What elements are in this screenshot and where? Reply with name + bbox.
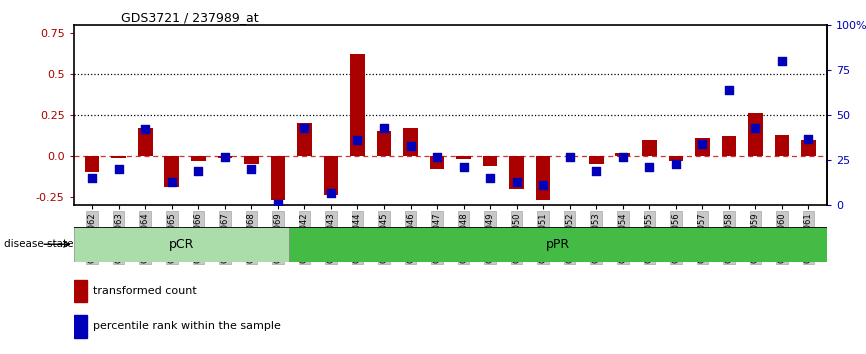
Point xyxy=(404,143,417,149)
Point xyxy=(483,176,497,181)
Bar xyxy=(217,156,232,158)
Bar xyxy=(801,140,816,156)
Bar xyxy=(430,156,444,169)
Bar xyxy=(74,280,87,302)
Bar xyxy=(112,156,126,158)
Bar xyxy=(165,156,179,187)
Point xyxy=(669,161,682,167)
Bar xyxy=(85,156,100,172)
Bar xyxy=(74,227,289,262)
Bar xyxy=(695,138,709,156)
Text: transformed count: transformed count xyxy=(94,286,197,296)
Point xyxy=(244,166,258,172)
Bar xyxy=(616,153,630,156)
Point xyxy=(563,154,577,159)
Point xyxy=(351,137,365,143)
Point xyxy=(695,141,709,147)
Point xyxy=(643,165,656,170)
Bar xyxy=(456,156,471,159)
Point xyxy=(112,166,126,172)
Text: percentile rank within the sample: percentile rank within the sample xyxy=(94,321,281,331)
Point xyxy=(139,127,152,132)
Point xyxy=(377,125,391,131)
Bar xyxy=(483,156,497,166)
Bar xyxy=(404,128,417,156)
Point xyxy=(748,125,762,131)
Text: GDS3721 / 237989_at: GDS3721 / 237989_at xyxy=(121,11,259,24)
Bar xyxy=(138,128,152,156)
Point xyxy=(616,154,630,159)
Point xyxy=(536,183,550,188)
Point xyxy=(722,87,736,93)
Bar xyxy=(721,136,736,156)
Bar xyxy=(350,54,365,156)
Bar xyxy=(377,131,391,156)
Text: pPR: pPR xyxy=(546,238,570,251)
Bar xyxy=(589,156,604,164)
Bar xyxy=(270,156,285,200)
Point xyxy=(218,154,232,159)
Bar xyxy=(669,156,683,161)
Bar xyxy=(536,156,551,200)
Text: pCR: pCR xyxy=(169,238,194,251)
Bar xyxy=(244,156,259,164)
Point xyxy=(85,176,99,181)
Point xyxy=(324,190,338,195)
Point xyxy=(165,179,178,185)
Bar xyxy=(74,315,87,338)
Point xyxy=(298,125,312,131)
Bar xyxy=(774,135,789,156)
Point xyxy=(589,168,603,174)
Bar xyxy=(297,123,312,156)
Bar xyxy=(324,156,339,195)
Point xyxy=(775,58,789,64)
Point xyxy=(510,179,524,185)
Bar xyxy=(509,156,524,189)
Point xyxy=(271,201,285,206)
Bar xyxy=(289,227,827,262)
Point xyxy=(191,168,205,174)
Point xyxy=(802,136,816,141)
Text: disease state: disease state xyxy=(4,239,74,249)
Bar xyxy=(748,113,763,156)
Bar xyxy=(191,156,205,161)
Bar xyxy=(642,140,656,156)
Point xyxy=(456,165,470,170)
Point xyxy=(430,154,444,159)
